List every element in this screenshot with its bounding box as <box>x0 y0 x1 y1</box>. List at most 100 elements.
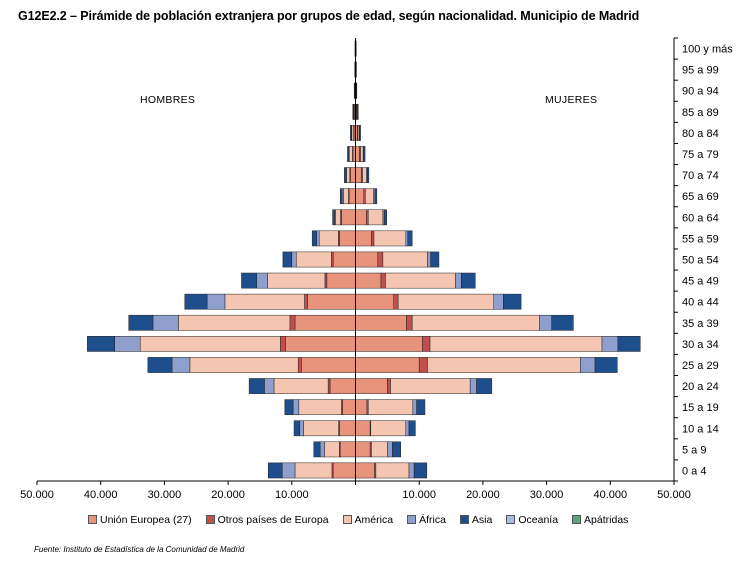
age-label: 25 a 29 <box>682 360 719 372</box>
hombres-bar-ue27 <box>339 441 356 458</box>
mujeres-bar-otros_europa <box>387 378 391 394</box>
hombres-bar-otros_europa <box>289 314 296 331</box>
mujeres-bar-ue27 <box>355 420 371 437</box>
legend-swatch <box>88 514 97 524</box>
hombres-bar-asia <box>87 336 115 352</box>
age-label: 55 a 59 <box>682 233 719 245</box>
legend-swatch <box>407 514 417 524</box>
hombres-bar-america <box>267 272 326 289</box>
legend-swatch <box>506 514 516 524</box>
mujeres-bar-asia <box>357 103 359 120</box>
legend-item-ue27: Unión Europea (27) <box>88 514 192 526</box>
x-tick-label: 50.000 <box>657 489 691 501</box>
mujeres-bar-america <box>367 209 384 226</box>
legend-swatch <box>459 514 469 524</box>
mujeres-bar-otros_europa <box>380 272 386 289</box>
mujeres-bar-america <box>429 336 603 352</box>
mujeres-bar-america <box>427 357 581 373</box>
mujeres-bar-africa <box>455 272 462 289</box>
hombres-bar-africa <box>114 336 141 352</box>
age-label: 15 a 19 <box>682 402 719 414</box>
mujeres-bar-otros_europa <box>371 230 375 247</box>
mujeres-bar-otros_europa <box>366 209 369 226</box>
hombres-bar-africa <box>292 399 300 416</box>
mujeres-bar-ue27 <box>355 251 379 268</box>
age-label: 45 a 49 <box>682 276 719 288</box>
hombres-bar-america <box>303 420 339 437</box>
mujeres-bar-ue27 <box>355 441 371 458</box>
mujeres-bar-asia <box>383 209 387 226</box>
hombres-bar-otros_europa <box>331 251 334 268</box>
hombres-bar-asia <box>313 441 321 458</box>
mujeres-bar-asia <box>416 399 426 416</box>
mujeres-bar-ue27 <box>355 167 362 183</box>
hombres-bar-africa <box>291 251 297 268</box>
mujeres-bar-ue27 <box>355 272 382 289</box>
legend-item-america: América <box>342 514 393 526</box>
hombres-bar-asia <box>347 146 349 162</box>
age-label: 90 a 94 <box>682 86 719 98</box>
age-label: 75 a 79 <box>682 149 719 161</box>
hombres-bar-otros_europa <box>280 336 286 352</box>
hombres-bar-america <box>324 441 340 458</box>
age-label: 0 a 4 <box>682 465 706 477</box>
mujeres-bar-asia <box>367 167 370 183</box>
mujeres-bar-africa <box>405 420 410 437</box>
mujeres-bar-asia <box>374 188 378 205</box>
hombres-bar-ue27 <box>350 167 356 183</box>
hombres-bar-asia <box>293 420 301 437</box>
hombres-bar-otros_europa <box>297 357 302 373</box>
mujeres-bar-ue27 <box>355 399 368 416</box>
hombres-bar-africa <box>256 272 268 289</box>
hombres-bar-asia <box>282 251 293 268</box>
mujeres-bar-america <box>397 293 494 310</box>
mujeres-bar-africa <box>427 251 431 268</box>
hombres-bar-asia <box>248 378 265 394</box>
mujeres-bar-ue27 <box>355 314 407 331</box>
mujeres-bar-america <box>385 272 456 289</box>
legend-item-africa: África <box>407 514 446 526</box>
mujeres-bar-ue27 <box>355 146 360 162</box>
hombres-bar-ue27 <box>285 336 356 352</box>
mujeres-bar-asia <box>503 293 522 310</box>
mujeres-bar-ue27 <box>355 462 375 479</box>
hombres-bar-ue27 <box>341 209 356 226</box>
hombres-bar-ue27 <box>301 357 356 373</box>
age-label: 70 a 74 <box>682 170 719 182</box>
legend-item-otros_europa: Otros países de Europa <box>205 514 329 526</box>
mujeres-bar-ue27 <box>355 378 388 394</box>
x-tick-label: 30.000 <box>530 489 564 501</box>
hombres-bar-africa <box>171 357 191 373</box>
mujeres-bar-asia <box>363 146 366 162</box>
mujeres-bar-asia <box>359 125 361 141</box>
mujeres-bar-america <box>362 167 367 183</box>
chart-title: G12E2.2 – Pirámide de población extranje… <box>18 9 640 23</box>
age-label: 5 a 9 <box>682 444 706 456</box>
hombres-bar-ue27 <box>339 420 356 437</box>
hombres-bar-otros_europa <box>327 378 331 394</box>
mujeres-bar-africa <box>405 230 408 247</box>
age-label: 85 a 89 <box>682 107 719 119</box>
hombres-bar-africa <box>281 462 296 479</box>
legend-label: Apátridas <box>584 514 629 526</box>
legend-label: África <box>419 514 446 526</box>
hombres-bar-ue27 <box>348 188 356 205</box>
mujeres-bar-ue27 <box>355 209 367 226</box>
mujeres-bar-otros_europa <box>422 336 431 352</box>
mujeres-bar-ue27 <box>355 336 423 352</box>
mujeres-bar-ue27 <box>355 293 394 310</box>
mujeres-bar-africa <box>493 293 504 310</box>
hombres-bar-asia <box>241 272 258 289</box>
hombres-label: HOMBRES <box>140 94 196 106</box>
hombres-bar-asia <box>311 230 317 247</box>
mujeres-bar-ue27 <box>355 188 365 205</box>
x-tick-label: 10.000 <box>275 489 309 501</box>
mujeres-bar-asia <box>617 336 641 352</box>
age-label: 35 a 39 <box>682 318 719 330</box>
mujeres-bar-america <box>390 378 471 394</box>
hombres-bar-africa <box>319 441 325 458</box>
hombres-bar-africa <box>299 420 304 437</box>
mujeres-bar-asia <box>551 314 574 331</box>
mujeres-bar-america <box>371 441 388 458</box>
